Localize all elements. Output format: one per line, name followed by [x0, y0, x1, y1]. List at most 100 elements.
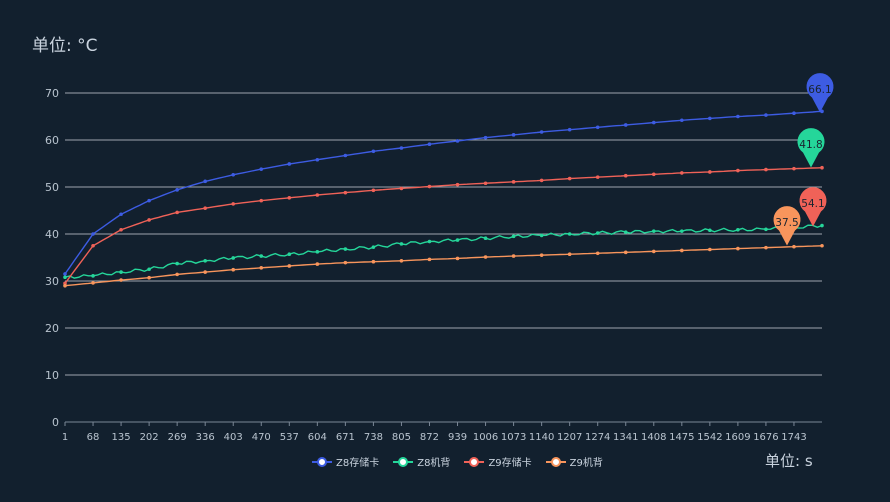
y-tick-label: 0 [52, 416, 59, 429]
series-point [623, 230, 628, 234]
series-point [343, 247, 348, 251]
series-point [343, 190, 348, 195]
series-point [63, 275, 67, 280]
legend-label-z8-card: Z8存储卡 [336, 458, 380, 469]
series-point [708, 228, 712, 233]
max-value-label: 41.8 [799, 139, 822, 151]
series-point [259, 198, 264, 203]
series-point [175, 210, 179, 215]
x-tick-label: 1743 [781, 432, 806, 443]
series-point [539, 130, 544, 134]
series-point [792, 166, 796, 171]
max-value-label: 37.5 [775, 217, 798, 229]
series-point [595, 231, 600, 235]
x-tick-label: 939 [448, 432, 467, 443]
legend-item-z8-back[interactable]: Z8机背 [393, 454, 450, 469]
series-line [64, 245, 823, 287]
x-tick-label: 1207 [557, 432, 582, 443]
series-point [147, 275, 151, 280]
series-point [623, 173, 628, 178]
series-point [736, 227, 740, 232]
series-point [595, 251, 600, 256]
legend-label-z9-back: Z9机背 [569, 458, 603, 469]
series-point [792, 111, 796, 116]
legend-item-z9-back[interactable]: Z9机背 [545, 454, 603, 469]
series-point [680, 171, 684, 175]
series-point [455, 139, 460, 143]
series-point [399, 242, 404, 246]
series-point [511, 254, 516, 258]
series-point [119, 212, 123, 217]
series-point [427, 239, 432, 244]
x-tick-label: 68 [87, 432, 100, 443]
x-tick-label: 805 [392, 432, 411, 443]
series-point [427, 142, 432, 147]
series-point [651, 172, 656, 177]
legend-item-z8-card[interactable]: Z8存储卡 [312, 454, 379, 469]
x-tick-label: 135 [112, 432, 131, 443]
series-point [399, 146, 404, 150]
series-point [343, 153, 348, 158]
series-point [147, 198, 151, 203]
series-point [371, 188, 376, 193]
series-point [764, 167, 768, 172]
series-point [399, 258, 404, 263]
series-point [259, 254, 264, 258]
series-point [427, 257, 432, 262]
series-point [820, 243, 824, 248]
series-point [315, 250, 320, 254]
max-value-label: 66.1 [808, 84, 831, 96]
y-tick-label: 40 [45, 228, 59, 241]
series-point [455, 238, 460, 242]
series-point [203, 258, 207, 263]
series-point [119, 278, 123, 282]
x-tick-label: 269 [168, 432, 187, 443]
x-tick-label: 1006 [473, 432, 498, 443]
series-point [651, 229, 656, 233]
max-value-pin [773, 206, 801, 246]
series-point [231, 267, 236, 272]
series-point [483, 135, 488, 140]
x-axis-unit-label: 单位: s [765, 452, 813, 470]
series-point [315, 193, 320, 197]
y-tick-label: 60 [45, 134, 59, 147]
series-point [63, 283, 67, 288]
series-point [343, 260, 348, 265]
legend-swatch-z9-card [464, 456, 485, 467]
series-point [63, 272, 67, 276]
series-point [736, 168, 740, 173]
series-point [595, 125, 600, 130]
series-point [764, 113, 768, 117]
legend-swatch-z9-back [545, 456, 566, 467]
series-point [680, 248, 684, 253]
x-tick-label: 604 [308, 432, 327, 443]
series-point [792, 244, 796, 249]
series-line [64, 224, 823, 279]
x-tick-label: 202 [140, 432, 159, 443]
series-point [287, 196, 292, 200]
legend-label-z9-card: Z9存储卡 [488, 458, 532, 469]
series-point [455, 182, 460, 187]
series-point [736, 114, 740, 119]
series-point [736, 246, 740, 251]
series-point [203, 270, 207, 274]
series-point [175, 261, 179, 266]
series-point [455, 256, 460, 261]
x-tick-label: 671 [336, 432, 355, 443]
series-point [371, 245, 376, 249]
x-tick-label: 1274 [585, 432, 610, 443]
x-tick-label: 470 [252, 432, 271, 443]
series-point [287, 162, 292, 166]
series-point [203, 179, 207, 184]
legend-item-z9-card[interactable]: Z9存储卡 [464, 454, 532, 469]
series-point [231, 202, 236, 206]
series-point [680, 229, 684, 233]
x-tick-label: 1140 [529, 432, 554, 443]
series-point [511, 180, 516, 184]
legend-swatch-z8-card [312, 456, 332, 467]
series-point [287, 252, 292, 257]
x-tick-label: 872 [420, 432, 439, 443]
y-tick-label: 70 [45, 87, 59, 100]
